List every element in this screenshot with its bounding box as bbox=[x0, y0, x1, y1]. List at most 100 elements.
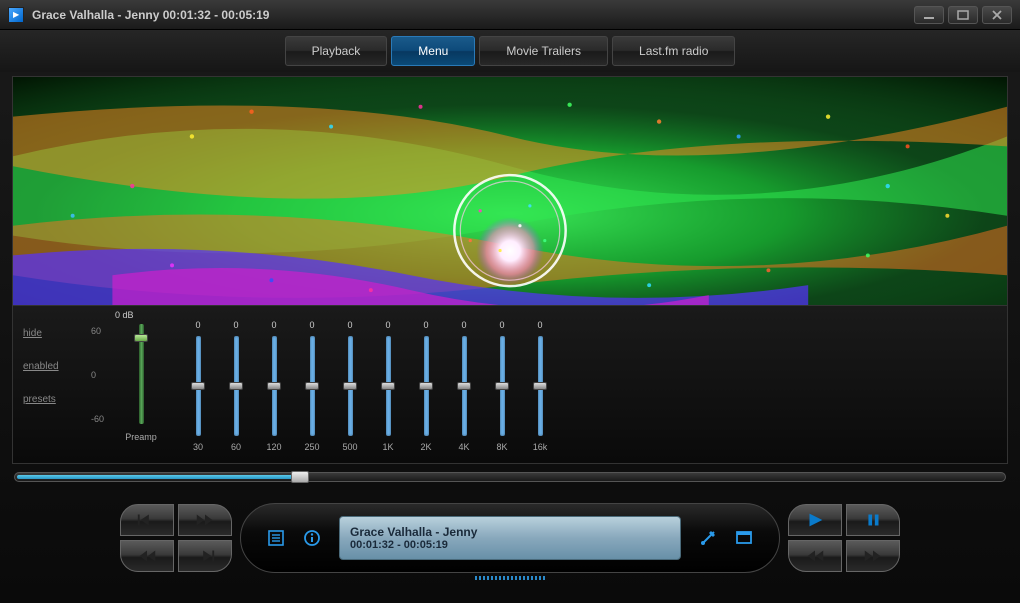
fullscreen-icon[interactable] bbox=[735, 529, 753, 547]
menu-bar: Playback Menu Movie Trailers Last.fm rad… bbox=[0, 30, 1020, 72]
tab-menu[interactable]: Menu bbox=[391, 36, 475, 66]
eq-band-30: 0 30 bbox=[189, 320, 207, 455]
skip-button[interactable] bbox=[846, 540, 900, 572]
eq-band-value: 0 bbox=[423, 320, 428, 332]
eq-band-slider[interactable] bbox=[196, 336, 201, 436]
eq-band-60: 0 60 bbox=[227, 320, 245, 455]
center-display-panel: Grace Valhalla - Jenny 00:01:32 - 00:05:… bbox=[240, 503, 780, 573]
preamp-db-label: 0 dB bbox=[115, 310, 134, 320]
preamp-scale-min: -60 bbox=[91, 414, 104, 424]
eq-band-slider-thumb[interactable] bbox=[191, 382, 205, 390]
eq-band-slider-thumb[interactable] bbox=[229, 382, 243, 390]
progress-track[interactable] bbox=[14, 472, 1006, 482]
eq-band-4K: 04K bbox=[455, 320, 473, 455]
eq-band-slider[interactable] bbox=[348, 336, 353, 436]
eq-band-1K: 0 1K bbox=[379, 320, 397, 455]
info-icon[interactable] bbox=[303, 529, 321, 547]
eq-band-slider-thumb[interactable] bbox=[381, 382, 395, 390]
eq-band-16k: 0 16k bbox=[531, 320, 549, 455]
app-icon bbox=[8, 7, 24, 23]
eq-band-slider-thumb[interactable] bbox=[305, 382, 319, 390]
title-bar: Grace Valhalla - Jenny 00:01:32 - 00:05:… bbox=[0, 0, 1020, 30]
eq-band-slider-thumb[interactable] bbox=[457, 382, 471, 390]
eq-band-slider[interactable] bbox=[234, 336, 239, 436]
eq-band-value: 0 bbox=[385, 320, 390, 332]
eq-band-freq: 60 bbox=[231, 442, 241, 452]
eq-band-120: 0 120 bbox=[265, 320, 283, 455]
maximize-button[interactable] bbox=[948, 6, 978, 24]
stop-button[interactable] bbox=[788, 540, 842, 572]
eq-band-slider[interactable] bbox=[462, 336, 467, 436]
eq-band-slider-thumb[interactable] bbox=[267, 382, 281, 390]
prev-track-button[interactable] bbox=[120, 504, 174, 536]
preamp-scale: 60 0 -60 bbox=[91, 326, 104, 424]
eq-band-freq: 30 bbox=[193, 442, 203, 452]
play-button[interactable] bbox=[788, 504, 842, 536]
eq-band-freq: 16k bbox=[533, 442, 548, 452]
visualizer-canvas bbox=[13, 77, 1007, 305]
left-control-group bbox=[120, 504, 232, 572]
eq-band-value: 0 bbox=[347, 320, 352, 332]
eq-band-slider[interactable] bbox=[310, 336, 315, 436]
eq-band-2K: 0 2K bbox=[417, 320, 435, 455]
window-title: Grace Valhalla - Jenny 00:01:32 - 00:05:… bbox=[32, 8, 914, 22]
eq-band-freq: 250 bbox=[304, 442, 319, 452]
tab-movie-trailers[interactable]: Movie Trailers bbox=[479, 36, 608, 66]
eq-band-value: 0 bbox=[499, 320, 504, 332]
equalizer-links: hide enabled presets bbox=[23, 320, 93, 455]
eq-preamp: 0 dB 60 0 -60 Preamp bbox=[93, 320, 159, 455]
eq-band-freq: 500 bbox=[342, 442, 357, 452]
eq-presets-link[interactable]: presets bbox=[23, 394, 93, 405]
eq-band-slider-thumb[interactable] bbox=[495, 382, 509, 390]
fast-forward-button[interactable] bbox=[178, 504, 232, 536]
eq-bands: 03006001200250050001K02K04K08K016k bbox=[189, 320, 549, 455]
eq-band-value: 0 bbox=[271, 320, 276, 332]
eq-band-slider[interactable] bbox=[500, 336, 505, 436]
eq-hide-link[interactable]: hide bbox=[23, 328, 93, 339]
right-control-group bbox=[788, 504, 900, 572]
eq-band-8K: 0 8K bbox=[493, 320, 511, 455]
eq-band-value: 0 bbox=[309, 320, 314, 332]
track-title: Grace Valhalla - Jenny bbox=[350, 525, 670, 539]
transport-controls: Grace Valhalla - Jenny 00:01:32 - 00:05:… bbox=[0, 494, 1020, 582]
pause-button[interactable] bbox=[846, 504, 900, 536]
eq-band-freq: 8K bbox=[496, 442, 507, 452]
eq-band-slider[interactable] bbox=[424, 336, 429, 436]
eq-enabled-link[interactable]: enabled bbox=[23, 361, 93, 372]
preamp-slider-thumb[interactable] bbox=[134, 334, 148, 342]
progress-thumb[interactable] bbox=[291, 471, 309, 483]
eq-band-slider[interactable] bbox=[272, 336, 277, 436]
tools-icon[interactable] bbox=[699, 529, 717, 547]
rewind-button[interactable] bbox=[120, 540, 174, 572]
eq-band-slider[interactable] bbox=[386, 336, 391, 436]
volume-indicator bbox=[450, 576, 570, 582]
progress-bar[interactable] bbox=[14, 472, 1006, 486]
eq-band-value: 0 bbox=[233, 320, 238, 332]
eq-band-value: 0 bbox=[461, 320, 466, 332]
close-button[interactable] bbox=[982, 6, 1012, 24]
track-time: 00:01:32 - 00:05:19 bbox=[350, 539, 670, 551]
eq-band-freq: 2K bbox=[420, 442, 431, 452]
preamp-slider[interactable] bbox=[139, 324, 144, 424]
minimize-button[interactable] bbox=[914, 6, 944, 24]
preamp-scale-mid: 0 bbox=[91, 370, 104, 380]
visualizer bbox=[12, 76, 1008, 306]
eq-band-slider-thumb[interactable] bbox=[533, 382, 547, 390]
eq-band-250: 0 250 bbox=[303, 320, 321, 455]
tab-lastfm-radio[interactable]: Last.fm radio bbox=[612, 36, 735, 66]
eq-band-slider-thumb[interactable] bbox=[343, 382, 357, 390]
eq-band-slider[interactable] bbox=[538, 336, 543, 436]
eq-band-slider-thumb[interactable] bbox=[419, 382, 433, 390]
eq-band-freq: 1K bbox=[382, 442, 393, 452]
eq-band-freq: 120 bbox=[266, 442, 281, 452]
progress-fill bbox=[17, 475, 302, 479]
preamp-scale-max: 60 bbox=[91, 326, 104, 336]
next-track-button[interactable] bbox=[178, 540, 232, 572]
window-controls bbox=[914, 6, 1012, 24]
preamp-label: Preamp bbox=[125, 432, 157, 442]
tab-playback[interactable]: Playback bbox=[285, 36, 388, 66]
track-display: Grace Valhalla - Jenny 00:01:32 - 00:05:… bbox=[339, 516, 681, 560]
eq-band-value: 0 bbox=[537, 320, 542, 332]
playlist-icon[interactable] bbox=[267, 529, 285, 547]
eq-band-value: 0 bbox=[195, 320, 200, 332]
